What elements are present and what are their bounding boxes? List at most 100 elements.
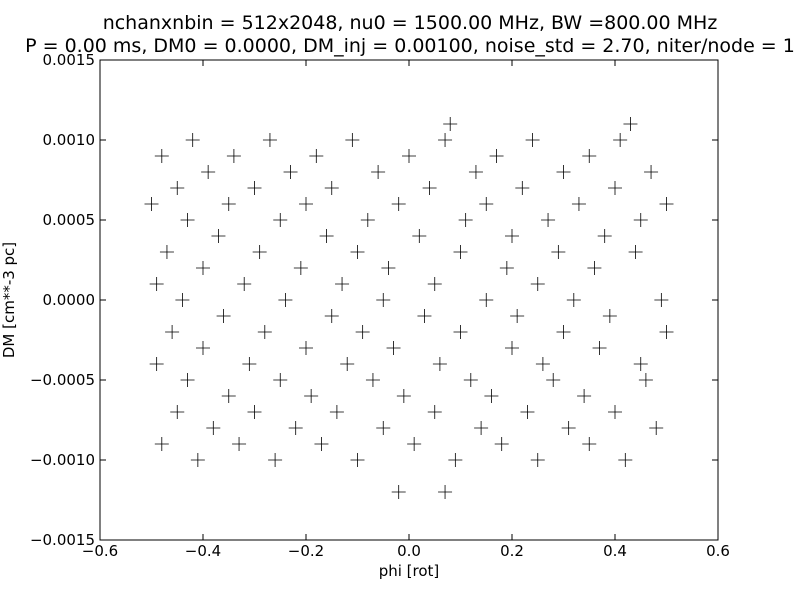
data-point (391, 485, 406, 499)
data-point (345, 133, 360, 147)
data-point (659, 197, 674, 211)
data-point (211, 229, 226, 243)
data-point (268, 453, 283, 467)
data-point (474, 421, 489, 435)
plot-frame (99, 59, 719, 541)
data-point (262, 133, 277, 147)
data-point (329, 405, 344, 419)
data-point (159, 245, 174, 259)
data-point (180, 373, 195, 387)
data-point (438, 485, 453, 499)
data-point (438, 133, 453, 147)
data-point (221, 389, 236, 403)
data-point (577, 389, 592, 403)
y-tick-label: 0.0010 (43, 131, 96, 149)
data-point (448, 453, 463, 467)
data-point (196, 341, 210, 355)
data-point (386, 341, 401, 355)
data-point (633, 213, 648, 227)
data-point (520, 405, 535, 419)
data-point (659, 325, 674, 339)
x-tick-label: 0.0 (397, 542, 421, 560)
data-point (170, 181, 185, 195)
data-point (319, 229, 334, 243)
data-point (376, 293, 391, 307)
data-point (618, 453, 633, 467)
data-point (165, 325, 180, 339)
data-point (350, 453, 365, 467)
data-point (190, 453, 205, 467)
axis-ticks: −0.6 −0.4 −0.2 0.0 0.2 0.4 0.6 −0.0015 −0.0010 −0… (30, 51, 730, 560)
data-point (561, 421, 576, 435)
data-point (144, 197, 159, 211)
data-point (335, 277, 350, 291)
y-tick-label: 0.0015 (43, 51, 96, 69)
data-point (608, 405, 622, 419)
data-point (505, 229, 519, 243)
data-point (499, 261, 514, 275)
data-point (324, 309, 339, 323)
data-point (360, 213, 375, 227)
data-point (489, 149, 504, 163)
data-point (402, 149, 416, 163)
data-point (427, 277, 442, 291)
data-point (221, 197, 236, 211)
data-point (613, 133, 628, 147)
y-tick-label: −0.0010 (30, 451, 95, 469)
data-point (288, 421, 303, 435)
data-point (494, 437, 509, 451)
data-point (582, 437, 597, 451)
y-tick-label: 0.0005 (43, 211, 96, 229)
data-point (654, 293, 669, 307)
data-point (422, 181, 437, 195)
data-point (463, 373, 478, 387)
x-tick-label: 0.2 (500, 542, 524, 560)
data-point (273, 213, 288, 227)
x-tick-label: 0.6 (706, 542, 730, 560)
data-point (237, 277, 252, 291)
data-point (216, 309, 231, 323)
data-point (242, 357, 257, 371)
data-point (608, 181, 622, 195)
data-point (396, 389, 411, 403)
data-point (391, 197, 406, 211)
data-point (427, 405, 442, 419)
data-point (623, 117, 638, 131)
chart-title-line-2: P = 0.00 ms, DM0 = 0.0000, DM_inj = 0.00… (25, 35, 795, 57)
data-point (644, 165, 659, 179)
data-point (628, 245, 643, 259)
data-point (154, 149, 169, 163)
data-point (530, 453, 545, 467)
data-point (185, 133, 200, 147)
data-point (365, 373, 380, 387)
data-point (340, 357, 355, 371)
data-point (432, 357, 447, 371)
data-point (417, 309, 432, 323)
data-point (371, 165, 386, 179)
data-point (505, 341, 519, 355)
data-point (510, 309, 525, 323)
data-point (180, 213, 195, 227)
data-point (257, 325, 272, 339)
data-point (226, 149, 241, 163)
data-point (154, 437, 169, 451)
data-point (592, 341, 607, 355)
data-point (350, 245, 365, 259)
data-point (299, 341, 313, 355)
scatter-points (144, 117, 674, 499)
data-point (582, 149, 597, 163)
data-point (293, 261, 308, 275)
data-point (597, 229, 612, 243)
data-point (546, 373, 561, 387)
data-point (273, 373, 288, 387)
data-point (149, 277, 164, 291)
x-tick-label: −0.6 (82, 542, 118, 560)
data-point (304, 389, 319, 403)
data-point (175, 293, 190, 307)
data-point (299, 197, 313, 211)
data-point (407, 437, 422, 451)
data-point (649, 421, 664, 435)
data-point (376, 421, 391, 435)
